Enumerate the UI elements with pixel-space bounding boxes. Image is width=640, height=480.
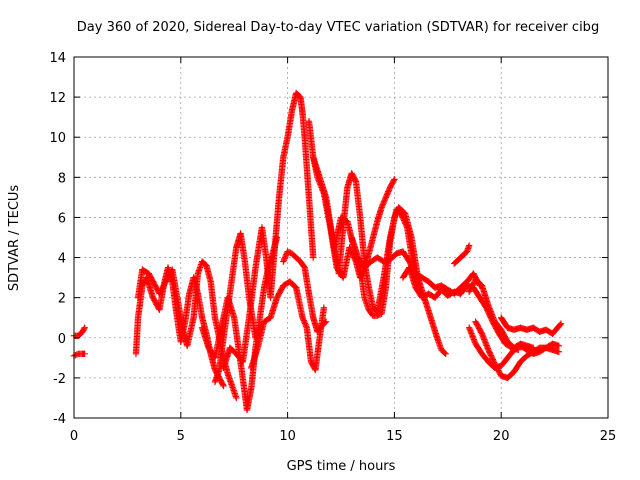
series-seg18	[465, 324, 563, 372]
data-point-cluster	[280, 248, 330, 335]
data-markers	[70, 89, 565, 414]
y-axis-label: SDTVAR / TECUs	[7, 185, 22, 292]
y-tick-label: 6	[58, 211, 66, 226]
x-tick-labels: 0 5 10 15 20 25	[70, 429, 616, 444]
x-tick-label: 15	[386, 429, 403, 444]
x-tick-label: 0	[70, 429, 78, 444]
series-seg15	[451, 242, 473, 267]
y-tick-labels: -4 -2 0 2 4 6 8 10 12 14	[49, 51, 66, 427]
data-point-cluster	[220, 89, 317, 372]
x-tick-label: 10	[279, 429, 296, 444]
x-tick-label: 20	[493, 429, 510, 444]
y-tick-label: 10	[49, 131, 66, 146]
series-seg8	[248, 278, 328, 374]
plot-frame	[73, 56, 609, 419]
data-point-cluster	[498, 314, 565, 337]
data-point-cluster	[248, 278, 328, 374]
x-axis-label: GPS time / hours	[287, 459, 396, 474]
series-seg1	[70, 324, 88, 339]
data-point-cluster	[70, 324, 88, 339]
y-tick-label: 8	[58, 171, 66, 186]
series-seg9	[280, 248, 330, 335]
y-tick-label: 4	[58, 252, 66, 267]
x-tick-label: 25	[600, 429, 617, 444]
y-tick-label: -2	[53, 372, 66, 387]
y-tick-label: -4	[53, 412, 66, 427]
data-point-cluster	[70, 350, 88, 360]
y-tick-label: 12	[49, 91, 66, 106]
series-seg10	[305, 117, 398, 281]
y-tick-label: 14	[49, 51, 66, 66]
series-seg19	[498, 314, 565, 337]
data-point-cluster	[451, 242, 473, 267]
y-tick-label: 2	[58, 292, 66, 307]
axis-ticks	[73, 56, 609, 419]
chart-title: Day 360 of 2020, Sidereal Day-to-day VTE…	[77, 20, 599, 35]
y-tick-label: 0	[58, 332, 66, 347]
data-point-cluster	[465, 324, 563, 372]
x-tick-label: 5	[177, 429, 185, 444]
series-seg2	[70, 350, 88, 360]
data-point-cluster	[305, 117, 398, 281]
series-seg7	[220, 89, 317, 372]
